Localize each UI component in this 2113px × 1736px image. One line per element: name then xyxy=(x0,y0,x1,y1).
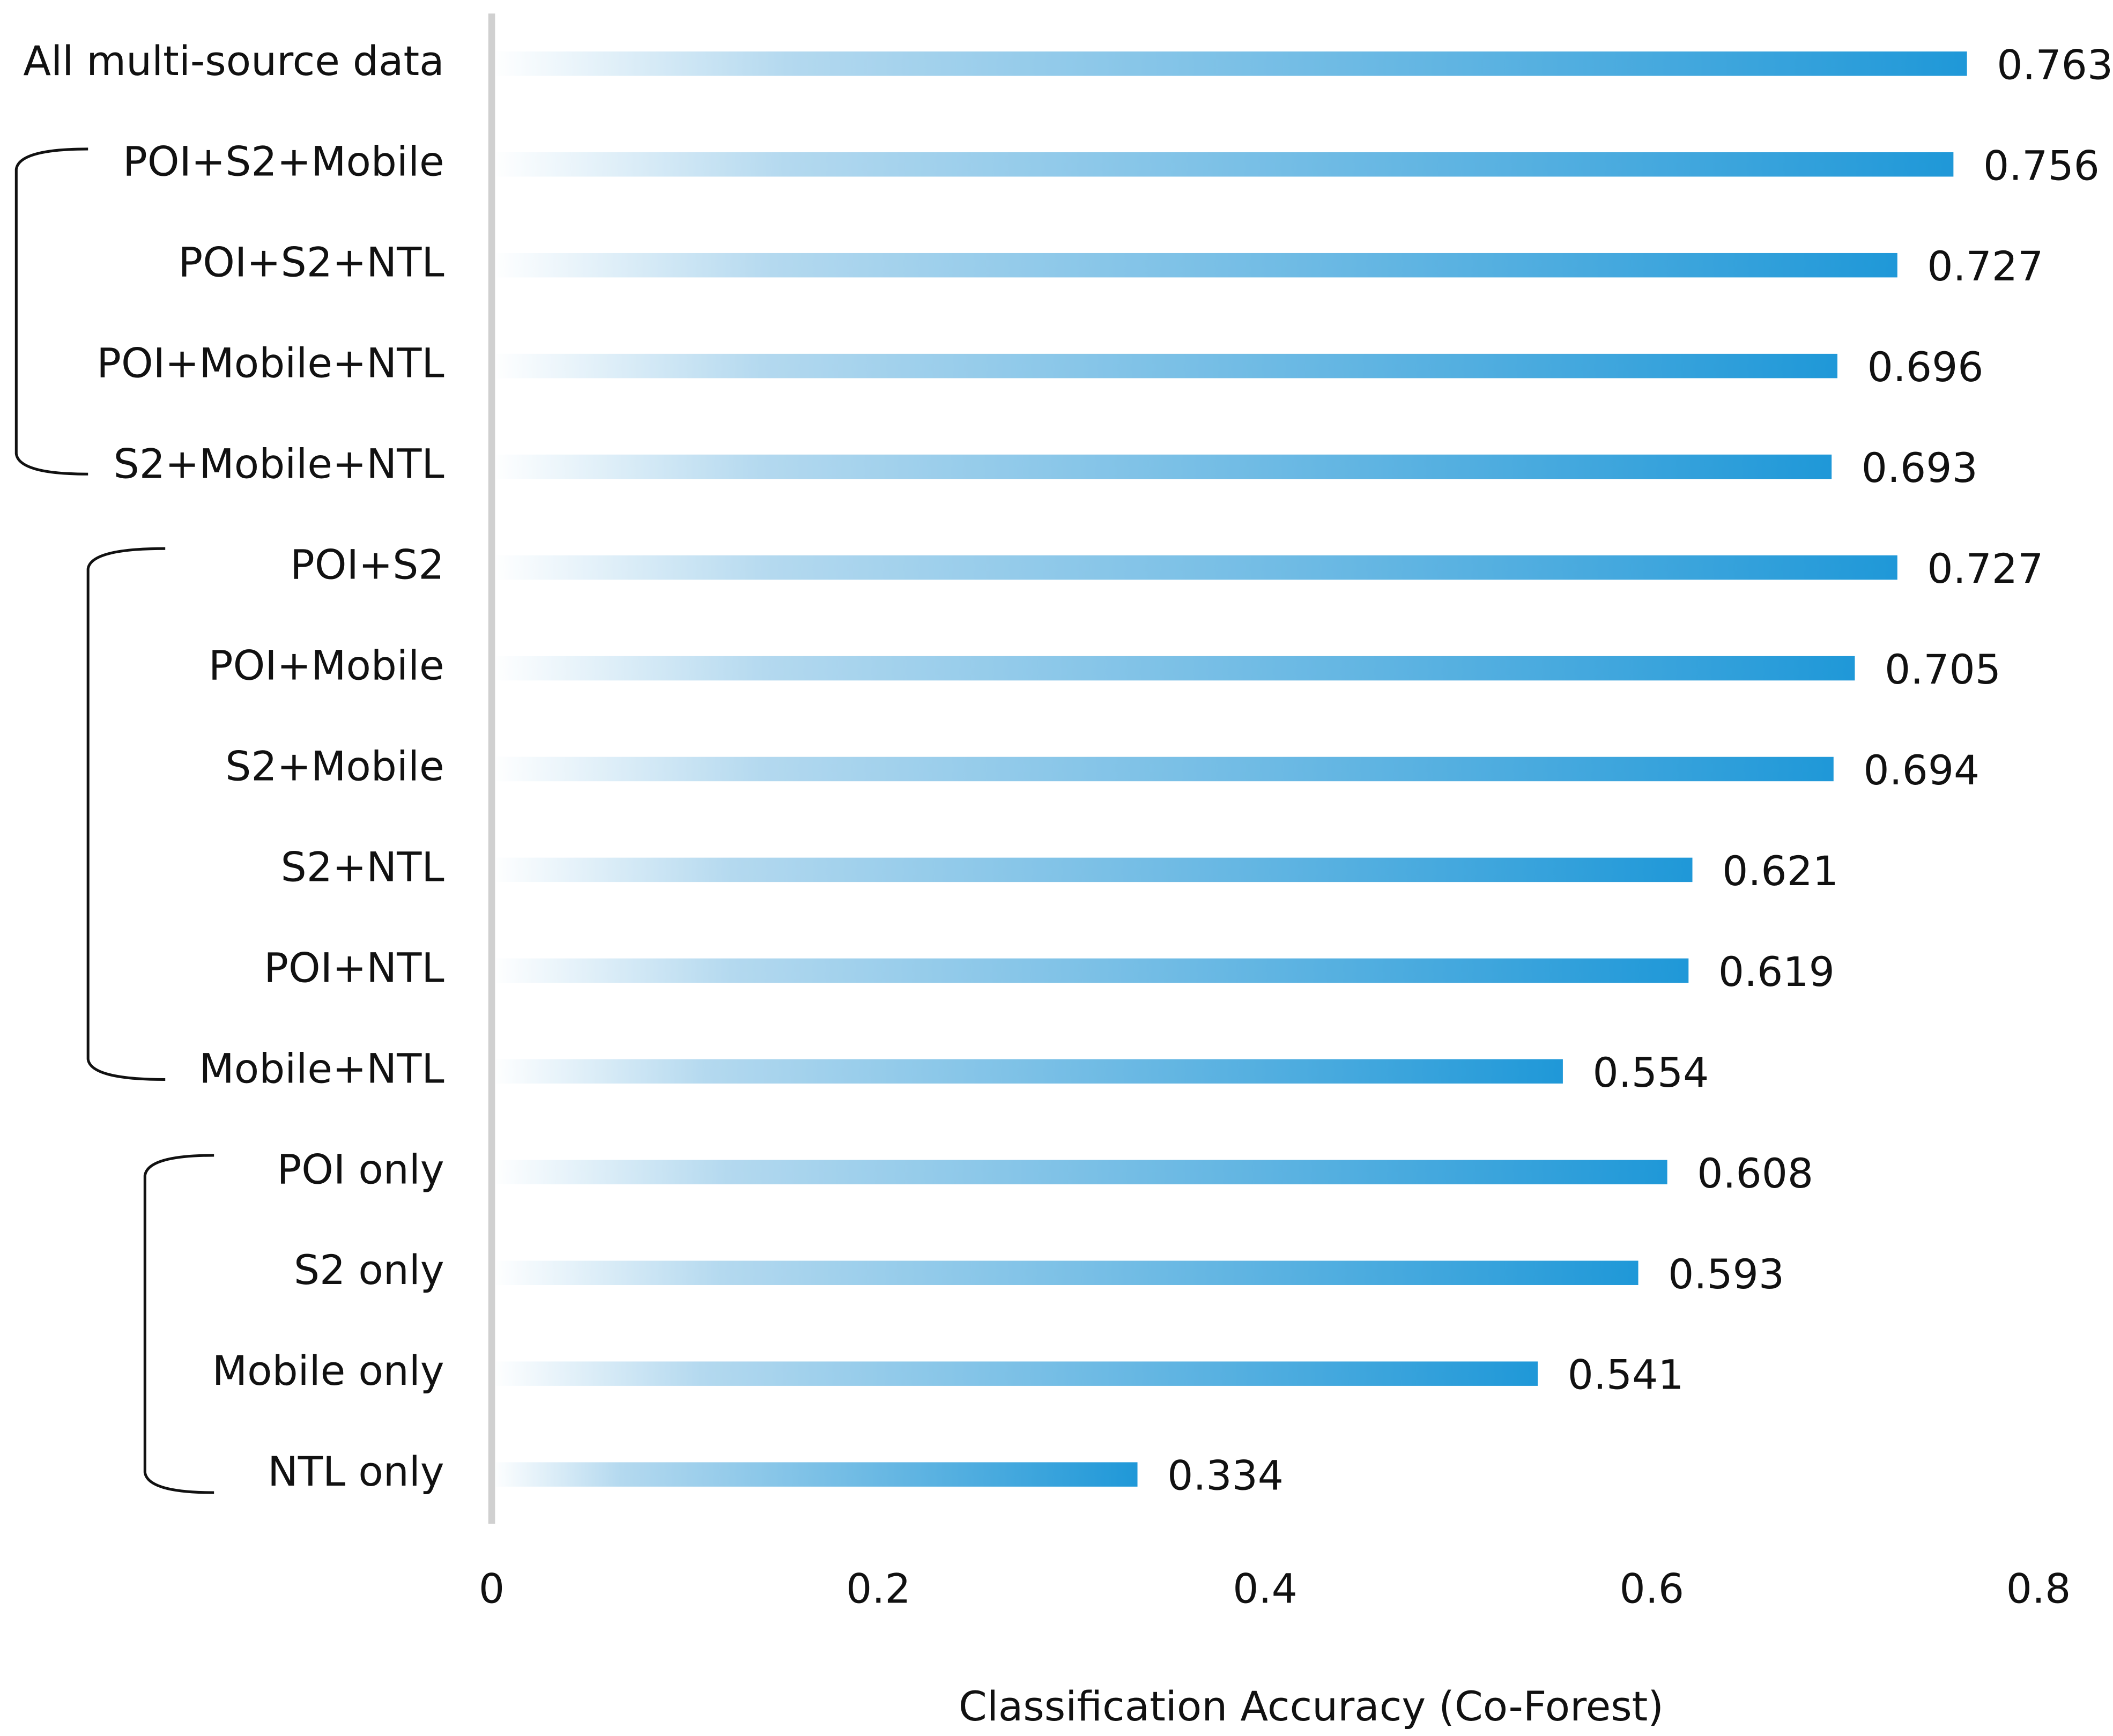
y-tick-label: POI+Mobile xyxy=(209,642,444,689)
value-label: 0.593 xyxy=(1668,1251,1784,1298)
bar xyxy=(492,152,1954,177)
value-label: 0.334 xyxy=(1167,1452,1284,1500)
value-label: 0.756 xyxy=(1983,142,2100,189)
y-tick-label: POI+S2 xyxy=(290,541,444,589)
bar xyxy=(492,1361,1538,1386)
x-tick-label: 0.8 xyxy=(2006,1565,2071,1612)
y-tick-label: S2+Mobile xyxy=(225,743,444,790)
x-tick-label: 0.6 xyxy=(1620,1565,1685,1612)
bracket xyxy=(143,1154,214,1494)
bar xyxy=(492,1160,1667,1185)
value-label: 0.727 xyxy=(1927,545,2043,592)
brackets xyxy=(14,147,214,1494)
y-tick-label: POI+S2+NTL xyxy=(179,239,444,286)
value-label: 0.541 xyxy=(1568,1352,1684,1399)
value-label: 0.694 xyxy=(1863,747,1979,794)
y-tick-label: S2+Mobile+NTL xyxy=(114,441,444,488)
x-tick-label: 0.2 xyxy=(846,1565,911,1612)
y-tick-label: Mobile only xyxy=(212,1347,444,1394)
y-tick-label: POI+Mobile+NTL xyxy=(97,340,444,387)
y-tick-label: NTL only xyxy=(268,1448,444,1495)
bar xyxy=(492,1059,1563,1084)
value-label: 0.621 xyxy=(1722,848,1838,895)
y-tick-label: S2+NTL xyxy=(281,843,444,891)
bar xyxy=(492,958,1689,983)
y-tick-label: Mobile+NTL xyxy=(199,1045,444,1092)
x-tick-label: 0 xyxy=(479,1565,505,1612)
bar xyxy=(492,1462,1138,1487)
value-label: 0.696 xyxy=(1867,344,1984,391)
bar xyxy=(492,253,1897,278)
value-label: 0.619 xyxy=(1718,948,1835,996)
bar xyxy=(492,756,1834,782)
value-label: 0.554 xyxy=(1592,1049,1709,1096)
bar xyxy=(492,454,1832,479)
bracket xyxy=(86,547,166,1081)
y-tick-label: POI only xyxy=(277,1146,444,1193)
bracket xyxy=(14,147,88,476)
bar xyxy=(492,353,1838,379)
bar xyxy=(492,555,1897,580)
y-tick-label: S2 only xyxy=(294,1247,444,1294)
x-axis-title: Classification Accuracy (Co-Forest) xyxy=(959,1683,1664,1730)
value-label: 0.705 xyxy=(1885,646,2001,693)
bar xyxy=(492,656,1855,681)
value-label: 0.727 xyxy=(1927,243,2043,290)
y-tick-label: POI+NTL xyxy=(264,944,444,991)
y-tick-label: POI+S2+Mobile xyxy=(123,138,444,186)
bar xyxy=(492,51,1967,76)
bar xyxy=(492,857,1693,882)
value-label: 0.693 xyxy=(1862,444,1978,492)
bar xyxy=(492,1260,1638,1285)
value-label: 0.763 xyxy=(1997,41,2113,88)
y-tick-label: All multi-source data xyxy=(23,38,444,85)
x-tick-label: 0.4 xyxy=(1233,1565,1298,1612)
value-label: 0.608 xyxy=(1697,1150,1813,1197)
